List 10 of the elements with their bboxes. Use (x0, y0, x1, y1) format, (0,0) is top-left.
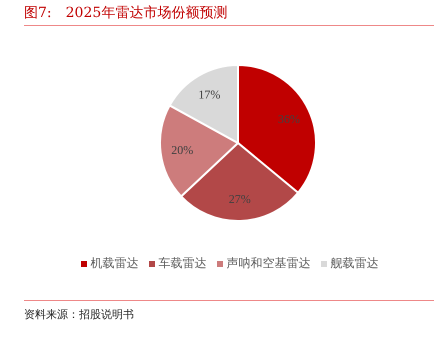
legend-label: 舰载雷达 (330, 255, 378, 272)
data-label: 36% (278, 112, 300, 126)
legend-label: 声呐和空基雷达 (226, 255, 310, 272)
data-label: 17% (198, 88, 220, 102)
legend-label: 机载雷达 (90, 255, 138, 272)
data-label: 20% (171, 143, 194, 158)
data-label: 27% (228, 192, 251, 206)
legend-label: 车载雷达 (158, 255, 206, 272)
text: 资料来源：招股说明书 (24, 307, 135, 322)
chart-title: 图7: 2025年雷达市场份额预测 (24, 4, 434, 26)
